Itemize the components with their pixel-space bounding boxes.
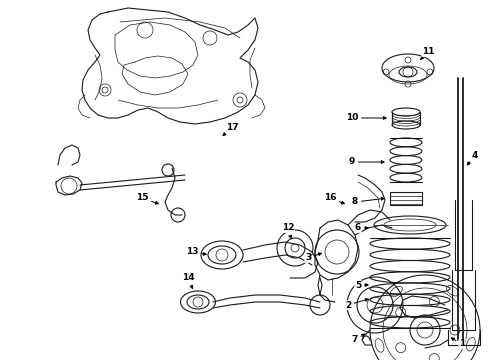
Text: 14: 14 [182,274,195,288]
Text: 6: 6 [355,224,368,233]
Text: 15: 15 [136,194,158,204]
Text: 11: 11 [421,48,434,59]
Text: 16: 16 [324,194,344,204]
Text: 3: 3 [305,253,321,262]
Text: 13: 13 [186,248,206,256]
Text: 1: 1 [451,338,465,348]
Text: 4: 4 [467,150,478,165]
Text: 8: 8 [352,197,384,207]
Text: 10: 10 [346,113,386,122]
Text: 7: 7 [352,334,365,345]
Text: 9: 9 [349,158,384,166]
Text: 17: 17 [223,123,238,135]
Text: 12: 12 [282,224,294,238]
Text: 2: 2 [345,298,368,310]
Text: 5: 5 [355,280,368,289]
